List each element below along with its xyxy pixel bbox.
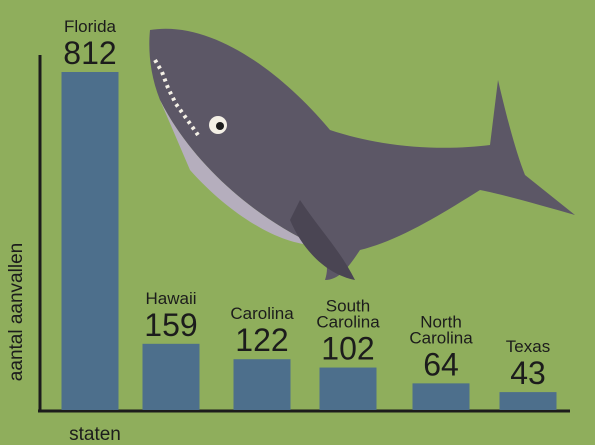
value-label: 812 <box>63 35 116 71</box>
bar <box>142 343 200 410</box>
shark-pupil <box>216 122 224 130</box>
x-axis-label: staten <box>69 424 121 445</box>
category-label: Carolina <box>230 304 294 323</box>
bar <box>319 367 377 410</box>
category-label: Texas <box>506 337 550 356</box>
value-label: 102 <box>321 331 374 367</box>
bar <box>412 383 470 410</box>
category-label: North Carolina <box>409 312 473 347</box>
shark-fin <box>290 200 355 280</box>
category-label: Florida <box>64 17 117 36</box>
bar <box>233 359 291 410</box>
value-label: 159 <box>144 307 197 343</box>
category-label: South Carolina <box>316 297 380 332</box>
bar <box>499 392 557 410</box>
category-label: Hawaii <box>145 289 196 308</box>
value-label: 64 <box>423 346 459 382</box>
bar <box>61 72 119 410</box>
value-label: 43 <box>510 355 546 391</box>
shark-body <box>149 28 576 280</box>
y-axis-label: aantal aanvallen <box>6 243 27 381</box>
shark-illustration <box>149 28 576 280</box>
value-label: 122 <box>235 322 288 358</box>
